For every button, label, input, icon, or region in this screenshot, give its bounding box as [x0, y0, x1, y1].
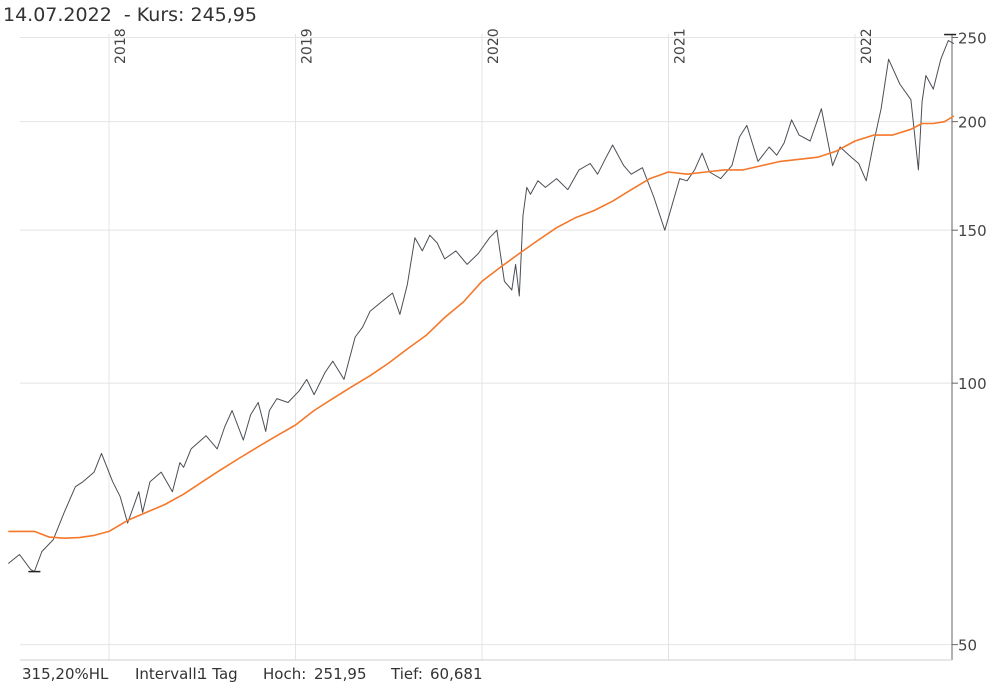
y-tick-label-100: 100 — [958, 375, 987, 393]
y-tick-label-50: 50 — [958, 637, 977, 655]
chart-footer: 315,20%HL Intervall: 1 Tag Hoch: 251,95 … — [0, 665, 1000, 689]
price-line — [7, 40, 955, 572]
y-tick-label-250: 250 — [958, 29, 987, 47]
high-value: 251,95 — [314, 665, 367, 683]
average-line — [8, 115, 955, 539]
x-tick-label-2019: 2019 — [300, 28, 316, 64]
high-label: Hoch: — [263, 665, 307, 683]
header-kurs-label: - Kurs: — [123, 4, 185, 26]
x-tick-label-2021: 2021 — [673, 28, 689, 64]
x-tick-label-2018: 2018 — [113, 28, 129, 64]
header-date: 14.07.2022 — [3, 4, 112, 26]
chart-header: 14.07.2022 - Kurs: 245,95 — [3, 4, 257, 26]
header-kurs-value: 245,95 — [190, 4, 257, 26]
y-tick-label-150: 150 — [958, 222, 987, 240]
low-label: Tief: — [391, 665, 423, 683]
y-tick-label-200: 200 — [958, 114, 987, 132]
performance-value: 315,20%HL — [22, 665, 109, 683]
interval-label: Intervall: — [135, 665, 202, 683]
x-tick-label-2020: 2020 — [486, 28, 502, 64]
x-tick-label-2022: 2022 — [859, 28, 875, 64]
low-value: 60,681 — [430, 665, 483, 683]
interval-value: 1 Tag — [198, 665, 238, 683]
